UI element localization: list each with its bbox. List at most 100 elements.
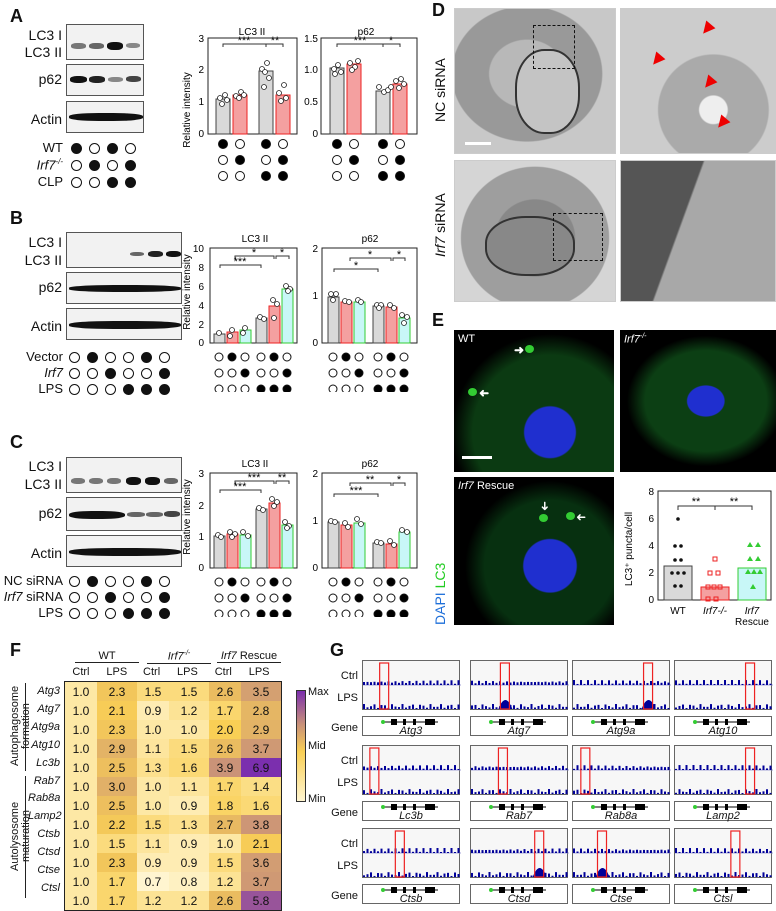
arrowhead-icon [700,74,718,92]
arrowhead-icon [648,51,666,69]
gene-model-ctsl: Ctsl [674,884,772,905]
panel-label-f: F [10,640,21,660]
svg-text:*: * [397,249,402,261]
svg-text:p62: p62 [362,234,379,245]
gene-model-ctsb: Ctsb [362,884,460,905]
track-label-lps: LPS [337,860,358,872]
heatmap-cell: 1.1 [137,739,169,758]
signal-track-lc3b [362,745,461,795]
heatmap-cell: 1.0 [209,834,241,853]
svg-text:*: * [397,474,402,486]
heatmap-cell: 1.0 [65,834,97,853]
svg-text:***: *** [354,35,368,47]
svg-text:LC3⁺ puncta/cell: LC3⁺ puncta/cell [624,512,635,586]
gene-name: Rab8a [604,810,638,822]
svg-text:*: * [354,260,359,272]
heatmap-row: 1.0 3.0 1.0 1.1 1.7 1.4 [65,777,281,796]
heatmap-cell: 1.0 [65,891,97,910]
svg-text:***: *** [248,472,262,484]
heatmap-cell: 1.0 [65,720,97,739]
heatmap-cell: 0.9 [137,701,169,720]
condition-label-vector: Vector [26,349,63,364]
signal-track-atg10 [674,660,773,710]
heatmap-cell: 2.5 [97,758,137,777]
svg-text:1.0: 1.0 [304,65,318,76]
heatmap-cell: 3.6 [241,853,281,872]
heatmap-cell: 1.0 [65,872,97,891]
arrowhead-icon [713,114,731,132]
gene-name: Atg7 [507,725,531,737]
svg-text:p62: p62 [358,27,375,38]
heatmap-cell: 1.5 [169,682,209,701]
blot-label-lc3i: LC3 I [28,234,62,250]
svg-text:**: ** [278,472,287,484]
condition-label-clp: CLP [37,174,63,189]
gene-name: Ctse [609,893,633,905]
signal-track-rab8a [572,745,671,795]
heatmap-cell: 1.5 [169,739,209,758]
gene-name: Rab7 [505,810,533,822]
heatmap-cell: 0.9 [169,853,209,872]
svg-text:4: 4 [198,301,204,312]
svg-text:0: 0 [312,563,318,574]
heatmap-cell: 2.9 [97,739,137,758]
condition-label-lps: LPS [38,381,63,396]
heatmap-cell: 1.5 [137,682,169,701]
svg-text:WT: WT [670,606,686,617]
heatmap-row: 1.0 2.3 1.0 1.0 2.0 2.9 [65,720,281,739]
heatmap-cell: 1.7 [97,872,137,891]
row-label-irf7-sirna: Irf7 siRNA [432,193,448,257]
heatmap-cell: 0.8 [169,872,209,891]
condition-dots-lps [69,608,170,619]
heatmap-cell: 1.0 [169,720,209,739]
heatmap-row-labels: Atg3 Atg7 Atg9a Atg10 Lc3b Rab7 Rab8a Lamp2 Ctsb… [28,685,62,894]
blot-label-lc3i: LC3 I [28,27,62,43]
stain-legend: DAPI LC3 [432,562,448,625]
heatmap-cell: 6.9 [241,758,281,777]
condition-dots-lps [69,384,170,395]
image-label-irf7-rescue: Irf7 Rescue [458,480,515,492]
chart-c-lc3ii: LC3 II Relative intensity 3 2 1 0 *** *** *… [180,457,305,622]
blot-label-lc3ii: LC3 II [24,44,62,60]
western-blot-a-p62 [66,64,144,96]
heatmap-cell: 1.5 [137,815,169,834]
svg-text:**: ** [730,496,739,508]
arrow-right-icon: ➜ [514,343,525,357]
heatmap-cell: 1.0 [65,739,97,758]
svg-text:p62: p62 [362,459,379,470]
gene-model-atg10: Atg10 [674,716,772,737]
heatmap-cell: 0.9 [169,796,209,815]
heatmap-cell: 1.5 [97,834,137,853]
heatmap-cell: 3.9 [209,758,241,777]
heatmap-cell: 0.9 [137,853,169,872]
signal-track-rab7 [470,745,569,795]
chart-b-p62: p62 2 1 0 * * * [300,232,425,397]
western-blot-c-lc3 [66,457,182,493]
svg-text:1: 1 [312,291,318,302]
blot-label-lc3i: LC3 I [28,458,62,474]
svg-text:0: 0 [648,595,654,606]
heatmap-cell: 3.5 [241,682,281,701]
heatmap-cell: 1.2 [209,872,241,891]
svg-text:***: *** [350,485,364,497]
track-label-ctrl: Ctrl [340,838,358,850]
tem-image-irf7-zoom [620,160,776,302]
blot-label-p62: p62 [38,505,62,521]
svg-text:1: 1 [198,532,204,543]
tem-image-nc-zoom [620,8,776,154]
svg-text:0: 0 [198,129,204,140]
svg-text:***: *** [234,256,248,268]
fluorescence-image-irf7ko: Irf7-/- [620,330,776,472]
svg-text:3: 3 [198,34,204,45]
colorbar-max-label: Max [308,686,329,698]
blot-label-lc3ii: LC3 II [24,476,62,492]
svg-text:LC3 II: LC3 II [239,27,266,38]
condition-dots-irf7-sirna [69,592,170,603]
gene-model-lamp2: Lamp2 [674,801,772,822]
heatmap-cell: 1.2 [137,891,169,910]
condition-dots-irf7 [69,368,170,379]
signal-track-ctsb [362,828,461,878]
heatmap-cell: 2.6 [209,739,241,758]
heatmap-cell: 1.6 [241,796,281,815]
